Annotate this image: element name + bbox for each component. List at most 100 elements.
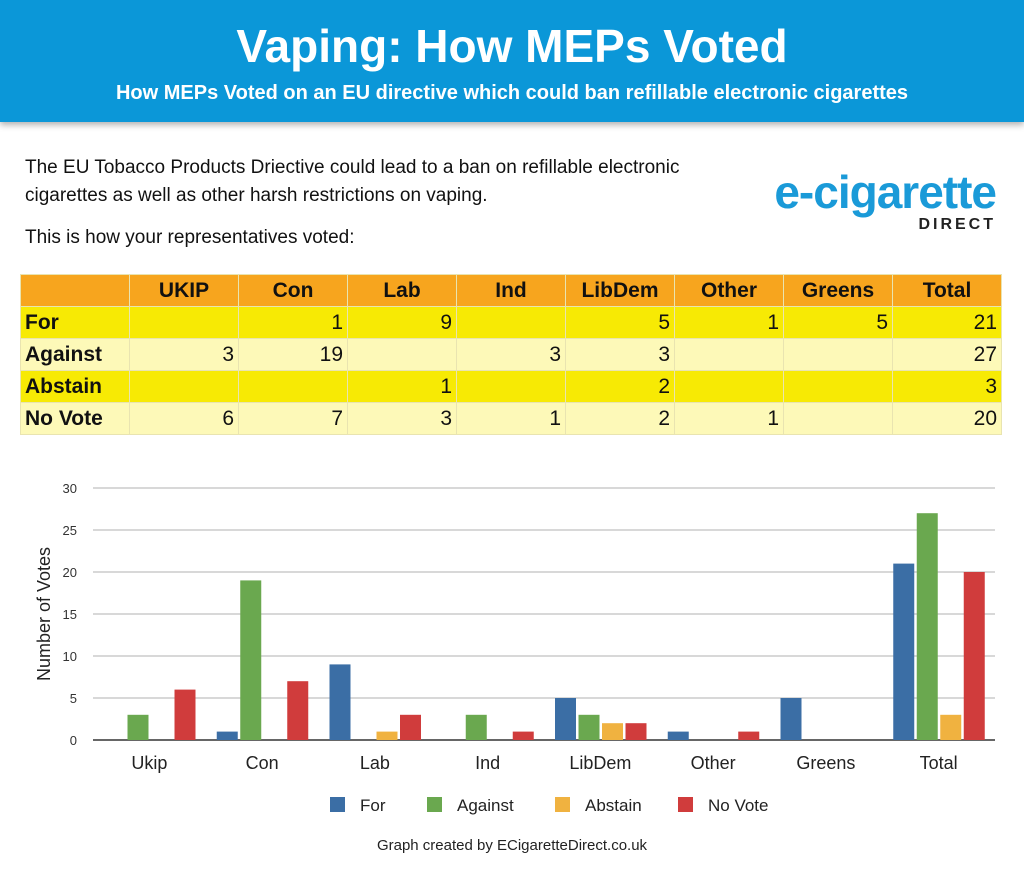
bar-for (329, 664, 351, 740)
bar-for (667, 731, 689, 740)
table-cell (783, 370, 893, 403)
table-cell: 1 (674, 402, 784, 435)
column-header: Ind (456, 274, 566, 307)
table-cell (129, 306, 239, 339)
logo-sub: DIRECT (918, 216, 996, 233)
table-cell: 2 (565, 402, 675, 435)
table-cell: 3 (565, 338, 675, 371)
intro-text-2: This is how your representatives voted: (25, 227, 355, 248)
x-tick-label: Con (246, 753, 279, 773)
bar-no-vote (512, 731, 534, 740)
y-tick-label: 20 (63, 565, 77, 580)
table-cell: 21 (892, 306, 1002, 339)
table-cell (129, 370, 239, 403)
bar-against (240, 580, 262, 740)
table-cell (456, 370, 566, 403)
table-cell: 20 (892, 402, 1002, 435)
table-cell (456, 306, 566, 339)
column-header: Con (238, 274, 348, 307)
column-header: Other (674, 274, 784, 307)
bar-chart: 0 5 10 15 20 25 30 Number of Votes Ukip Con Lab Ind… (34, 481, 995, 815)
y-tick-label: 30 (63, 481, 77, 496)
column-header: Total (892, 274, 1002, 307)
bar-against (465, 714, 487, 740)
row-label: Abstain (20, 370, 130, 403)
table-cell: 27 (892, 338, 1002, 371)
bar-abstain (376, 731, 398, 740)
table-cell: 9 (347, 306, 457, 339)
table-cell: 19 (238, 338, 348, 371)
legend-label: No Vote (708, 796, 769, 815)
bar-no-vote (400, 714, 421, 740)
bar-for (780, 698, 802, 740)
legend-swatch (427, 797, 442, 812)
credit: Graph created by ECigaretteDirect.co.uk (376, 837, 648, 854)
bar-abstain (940, 714, 962, 740)
y-tick-label: 25 (63, 523, 77, 538)
y-tick-label: 5 (70, 691, 77, 706)
page-subtitle: How MEPs Voted on an EU directive which … (115, 82, 909, 104)
x-tick-label: Ind (475, 753, 500, 773)
legend-label: Abstain (585, 796, 642, 815)
x-tick-label: Other (691, 753, 736, 773)
bar-for (555, 698, 576, 740)
column-header: Lab (347, 274, 457, 307)
legend-label: For (360, 796, 386, 815)
bar-against (127, 714, 149, 740)
table-cell (783, 402, 893, 435)
bar-no-vote (738, 731, 760, 740)
x-tick-label: Ukip (131, 753, 167, 773)
bar-for (216, 731, 238, 740)
logo: e-cigarette DIRECT (752, 166, 997, 234)
table-cell: 1 (238, 306, 348, 339)
row-label: Against (20, 338, 130, 371)
table-cell: 3 (456, 338, 566, 371)
table-cell: 3 (347, 402, 457, 435)
column-header (20, 274, 130, 307)
x-tick-label: LibDem (569, 753, 631, 773)
page-title: Vaping: How MEPs Voted (236, 20, 788, 72)
bar-abstain (602, 723, 623, 740)
table-cell: 7 (238, 402, 348, 435)
table-row: Abstain 1 2 3 (20, 370, 1002, 403)
table-cell: 3 (892, 370, 1002, 403)
y-tick-label: 0 (70, 733, 77, 748)
table-row: Against 3 19 3 3 27 (20, 338, 1002, 371)
bar-no-vote (963, 572, 985, 740)
table-cell: 1 (456, 402, 566, 435)
bar-against (578, 714, 600, 740)
row-label: No Vote (20, 402, 130, 435)
x-tick-label: Total (920, 753, 958, 773)
legend-swatch (555, 797, 570, 812)
table-cell: 5 (783, 306, 893, 339)
bar-no-vote (174, 689, 196, 740)
bar-for (893, 563, 915, 740)
bar-no-vote (287, 681, 309, 740)
table-cell (674, 370, 784, 403)
bar-no-vote (625, 723, 647, 740)
column-header: Greens (783, 274, 893, 307)
logo-main: e-cigarette (774, 166, 997, 218)
legend-label: Against (457, 796, 514, 815)
table-row: No Vote 6 7 3 1 2 1 20 (20, 402, 1002, 435)
table-cell (674, 338, 784, 371)
row-label: For (20, 306, 130, 339)
y-tick-label: 15 (63, 607, 77, 622)
column-header: UKIP (129, 274, 239, 307)
y-axis-label: Number of Votes (34, 547, 54, 681)
table-cell: 3 (129, 338, 239, 371)
x-tick-label: Lab (360, 753, 390, 773)
table-cell: 5 (565, 306, 675, 339)
table-cell: 1 (674, 306, 784, 339)
table-cell: 6 (129, 402, 239, 435)
intro-text: The EU Tobacco Products Driective could … (25, 157, 680, 206)
legend-swatch (678, 797, 693, 812)
table-cell: 1 (347, 370, 457, 403)
x-tick-label: Greens (796, 753, 855, 773)
legend-swatch (330, 797, 345, 812)
y-tick-label: 10 (63, 649, 77, 664)
header: Vaping: How MEPs Voted How MEPs Voted on… (0, 0, 1024, 122)
table-cell (238, 370, 348, 403)
votes-table: UKIP Con Lab Ind LibDem Other Greens Total For 1 9… (20, 274, 1002, 435)
bar-against (916, 513, 938, 740)
